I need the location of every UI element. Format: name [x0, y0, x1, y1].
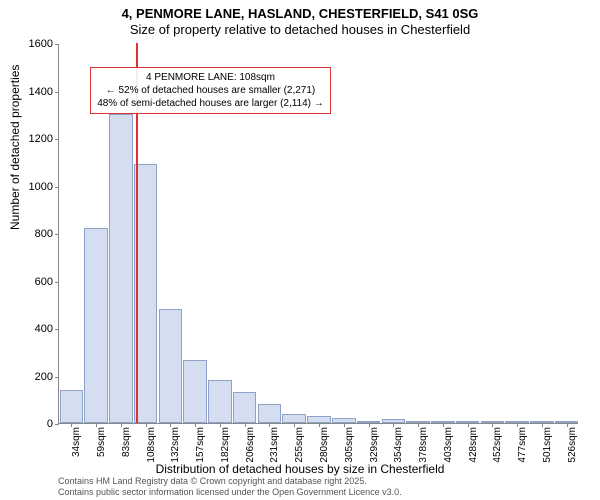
y-tick-label: 1000 — [19, 181, 59, 193]
y-tick-label: 800 — [19, 228, 59, 240]
x-tick-label: 157sqm — [195, 427, 206, 463]
x-tick-label: 329sqm — [369, 427, 380, 463]
plot-area: 0200400600800100012001400160034sqm59sqm8… — [58, 44, 578, 424]
chart-title-main: 4, PENMORE LANE, HASLAND, CHESTERFIELD, … — [0, 6, 600, 21]
histogram-bar — [60, 390, 84, 423]
footer-line1: Contains HM Land Registry data © Crown c… — [58, 476, 402, 487]
x-tick-label: 182sqm — [220, 427, 231, 463]
y-tick-mark — [55, 424, 59, 425]
x-tick-mark — [443, 423, 444, 427]
y-tick-mark — [55, 377, 59, 378]
y-tick-mark — [55, 92, 59, 93]
x-tick-label: 255sqm — [294, 427, 305, 463]
x-tick-mark — [319, 423, 320, 427]
annotation-line: ← 52% of detached houses are smaller (2,… — [97, 84, 324, 97]
x-tick-mark — [492, 423, 493, 427]
x-tick-mark — [567, 423, 568, 427]
x-tick-label: 452sqm — [492, 427, 503, 463]
x-tick-mark — [71, 423, 72, 427]
x-tick-mark — [96, 423, 97, 427]
histogram-bar — [208, 380, 232, 423]
x-axis-label: Distribution of detached houses by size … — [0, 462, 600, 476]
x-tick-label: 378sqm — [418, 427, 429, 463]
annotation-line: 4 PENMORE LANE: 108sqm — [97, 71, 324, 84]
y-tick-label: 600 — [19, 276, 59, 288]
x-tick-label: 108sqm — [146, 427, 157, 463]
x-tick-mark — [245, 423, 246, 427]
x-tick-mark — [170, 423, 171, 427]
x-tick-mark — [121, 423, 122, 427]
x-tick-label: 501sqm — [542, 427, 553, 463]
x-tick-mark — [369, 423, 370, 427]
x-tick-mark — [344, 423, 345, 427]
chart-title-sub: Size of property relative to detached ho… — [0, 22, 600, 37]
y-tick-mark — [55, 329, 59, 330]
histogram-bar — [183, 360, 207, 423]
histogram-bar — [109, 114, 133, 423]
x-tick-label: 206sqm — [245, 427, 256, 463]
x-tick-label: 132sqm — [170, 427, 181, 463]
annotation-box: 4 PENMORE LANE: 108sqm← 52% of detached … — [90, 67, 331, 114]
x-tick-label: 280sqm — [319, 427, 330, 463]
y-tick-label: 1600 — [19, 38, 59, 50]
histogram-bar — [233, 392, 257, 423]
x-tick-mark — [393, 423, 394, 427]
x-tick-mark — [517, 423, 518, 427]
x-tick-mark — [195, 423, 196, 427]
y-tick-label: 1200 — [19, 133, 59, 145]
x-tick-mark — [220, 423, 221, 427]
histogram-bar — [84, 228, 108, 423]
x-tick-mark — [542, 423, 543, 427]
x-tick-label: 403sqm — [443, 427, 454, 463]
y-tick-mark — [55, 44, 59, 45]
x-tick-mark — [418, 423, 419, 427]
y-tick-label: 0 — [19, 418, 59, 430]
histogram-bar — [258, 404, 282, 423]
x-tick-label: 354sqm — [393, 427, 404, 463]
x-tick-mark — [269, 423, 270, 427]
footer-line2: Contains public sector information licen… — [58, 487, 402, 498]
x-tick-label: 34sqm — [71, 427, 82, 457]
x-tick-label: 526sqm — [567, 427, 578, 463]
histogram-bar — [307, 416, 331, 423]
x-tick-label: 231sqm — [269, 427, 280, 463]
y-tick-mark — [55, 234, 59, 235]
footer-attribution: Contains HM Land Registry data © Crown c… — [58, 476, 402, 498]
x-tick-label: 428sqm — [468, 427, 479, 463]
x-tick-label: 305sqm — [344, 427, 355, 463]
x-tick-mark — [294, 423, 295, 427]
y-tick-label: 400 — [19, 323, 59, 335]
y-tick-label: 1400 — [19, 86, 59, 98]
y-tick-mark — [55, 187, 59, 188]
chart-container: 4, PENMORE LANE, HASLAND, CHESTERFIELD, … — [0, 0, 600, 500]
y-tick-mark — [55, 282, 59, 283]
histogram-bar — [159, 309, 183, 423]
histogram-bar — [282, 414, 306, 424]
x-tick-mark — [146, 423, 147, 427]
y-tick-label: 200 — [19, 371, 59, 383]
x-tick-label: 59sqm — [96, 427, 107, 457]
x-tick-label: 83sqm — [121, 427, 132, 457]
x-tick-label: 477sqm — [517, 427, 528, 463]
y-tick-mark — [55, 139, 59, 140]
x-tick-mark — [468, 423, 469, 427]
annotation-line: 48% of semi-detached houses are larger (… — [97, 97, 324, 110]
